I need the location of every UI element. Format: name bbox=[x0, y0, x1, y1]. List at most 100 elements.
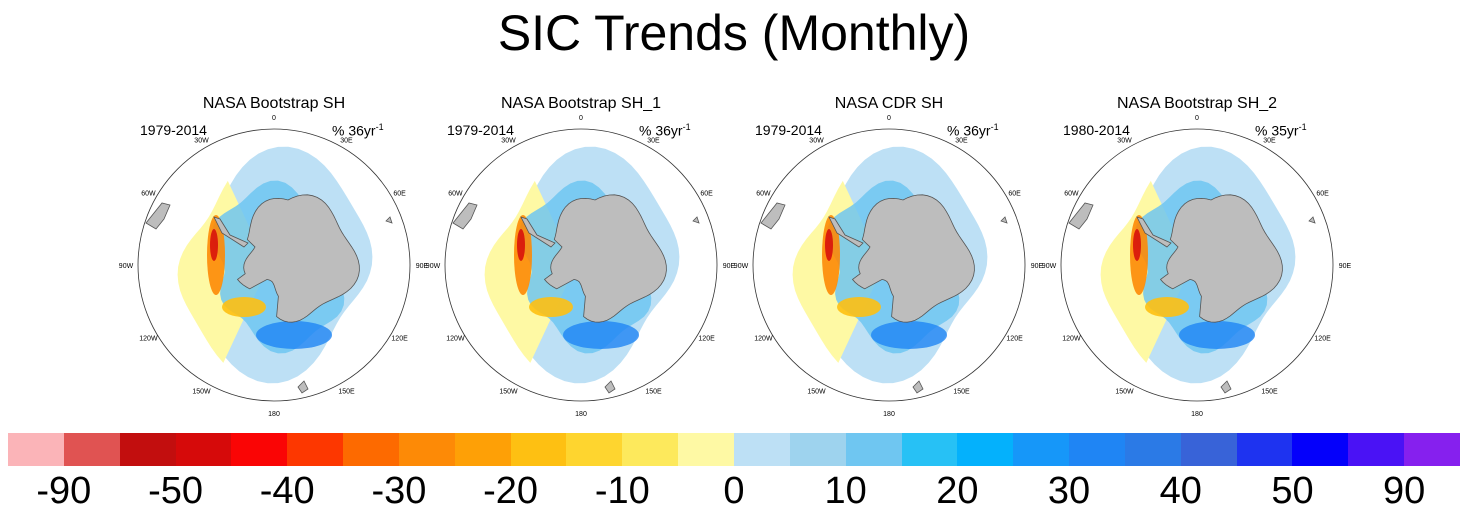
sea-ice-field bbox=[837, 297, 881, 317]
panel-title: NASA CDR SH bbox=[834, 95, 944, 112]
longitude-label: 90W bbox=[734, 263, 749, 270]
longitude-label: 30W bbox=[501, 137, 516, 144]
colorbar-swatch bbox=[119, 433, 176, 466]
longitude-label: 150E bbox=[645, 389, 662, 396]
longitude-label: 90E bbox=[1031, 263, 1044, 270]
colorbar bbox=[8, 433, 1460, 466]
longitude-label: 150W bbox=[192, 389, 211, 396]
colorbar-tick-label: 30 bbox=[1047, 470, 1091, 512]
panel-title: NASA Bootstrap SH_2 bbox=[1116, 95, 1278, 112]
antarctic-peninsula bbox=[520, 216, 556, 248]
sea-ice-field bbox=[210, 229, 218, 261]
longitude-label: 0 bbox=[579, 115, 583, 122]
colorbar-swatch bbox=[1069, 433, 1125, 466]
colorbar-swatch bbox=[1236, 433, 1293, 466]
longitude-label: 60W bbox=[756, 191, 771, 198]
longitude-label: 150E bbox=[953, 389, 970, 396]
panel-units: % 35yr-1 bbox=[1255, 122, 1307, 139]
sea-ice-field bbox=[871, 321, 947, 349]
longitude-label: 120E bbox=[698, 336, 715, 343]
main-title: SIC Trends (Monthly) bbox=[497, 5, 971, 61]
longitude-label: 30W bbox=[1117, 137, 1132, 144]
units-value: 35yr bbox=[1271, 122, 1299, 139]
map-panel: NASA Bootstrap SH_1 1979-2014% 36yr-1 0 30E… bbox=[426, 95, 747, 418]
colorbar-swatch bbox=[1124, 433, 1181, 466]
antarctica-landmass bbox=[851, 194, 975, 323]
panel-units: % 36yr-1 bbox=[332, 122, 384, 139]
island-landmass bbox=[912, 380, 924, 394]
longitude-label: 60E bbox=[1008, 191, 1021, 198]
colorbar-swatch bbox=[231, 433, 288, 466]
units-exponent: -1 bbox=[1298, 122, 1307, 132]
colorbar-swatch bbox=[789, 433, 846, 466]
colorbar-tick-label: -40 bbox=[259, 470, 315, 512]
antarctica-landmass bbox=[236, 194, 360, 323]
longitude-label: 60W bbox=[1064, 191, 1079, 198]
units-exponent: -1 bbox=[682, 122, 691, 132]
longitude-label: 30E bbox=[340, 137, 353, 144]
colorbar-swatch bbox=[1404, 433, 1460, 466]
longitude-label: 180 bbox=[575, 411, 587, 418]
longitude-label: 180 bbox=[883, 411, 895, 418]
colorbar-tick-label: 40 bbox=[1159, 470, 1202, 512]
units-prefix: % bbox=[947, 122, 964, 139]
sea-ice-field bbox=[256, 321, 332, 349]
map-panel: NASA Bootstrap SH_2 1980-2014% 35yr-1 0 30E… bbox=[1042, 95, 1363, 418]
south-america-landmass bbox=[145, 202, 171, 230]
longitude-label: 60E bbox=[700, 191, 713, 198]
panel-period: 1979-2014 bbox=[755, 122, 822, 138]
panel-title: NASA Bootstrap SH bbox=[202, 95, 346, 112]
longitude-label: 150W bbox=[807, 389, 826, 396]
longitude-label: 60W bbox=[141, 191, 156, 198]
colorbar-swatch bbox=[454, 433, 511, 466]
longitude-label: 120E bbox=[1314, 336, 1331, 343]
island-landmass bbox=[604, 380, 616, 394]
colorbar-swatch bbox=[845, 433, 902, 466]
colorbar-swatch bbox=[175, 433, 232, 466]
longitude-label: 150W bbox=[1115, 389, 1134, 396]
colorbar-swatch bbox=[343, 433, 399, 466]
longitude-label: 0 bbox=[1195, 115, 1199, 122]
longitude-label: 150E bbox=[338, 389, 355, 396]
antarctica-landmass bbox=[543, 194, 667, 323]
island-landmass bbox=[1308, 216, 1316, 224]
units-value: 36yr bbox=[963, 122, 991, 139]
sea-ice-field bbox=[1179, 321, 1255, 349]
panel-units: % 36yr-1 bbox=[947, 122, 999, 139]
longitude-label: 90E bbox=[416, 263, 429, 270]
colorbar-tick-label: 10 bbox=[824, 470, 867, 512]
colorbar-swatch bbox=[901, 433, 958, 466]
colorbar-swatch bbox=[398, 433, 455, 466]
colorbar-swatch bbox=[1348, 433, 1405, 466]
map-panel: NASA CDR SH 1979-2014% 36yr-1 0 30E 60E 90E 12… bbox=[734, 95, 1055, 418]
colorbar-tick-label: -20 bbox=[483, 470, 539, 512]
longitude-label: 120E bbox=[1006, 336, 1023, 343]
longitude-label: 30W bbox=[194, 137, 209, 144]
longitude-label: 120E bbox=[391, 336, 408, 343]
units-exponent: -1 bbox=[375, 122, 384, 132]
antarctica-landmass bbox=[1159, 194, 1283, 323]
polar-map: 0 30E 60E 90E 120E 150E 180 150W 120W 90W 60W 30W bbox=[426, 115, 736, 418]
longitude-label: 180 bbox=[1191, 411, 1203, 418]
polar-map: 0 30E 60E 90E 120E 150E 180 150W 120W 90W 60W 30W bbox=[1042, 115, 1352, 418]
colorbar-tick-label: 0 bbox=[723, 470, 745, 512]
colorbar-tick-label: 90 bbox=[1383, 470, 1426, 512]
colorbar-tick-label: -90 bbox=[36, 470, 92, 512]
longitude-label: 150W bbox=[499, 389, 518, 396]
panel-units: % 36yr-1 bbox=[639, 122, 691, 139]
longitude-label: 30E bbox=[1263, 137, 1276, 144]
units-value: 36yr bbox=[348, 122, 376, 139]
colorbar-swatch bbox=[1292, 433, 1349, 466]
antarctic-peninsula bbox=[213, 216, 249, 248]
colorbar-tick-label: 50 bbox=[1271, 470, 1314, 512]
antarctic-peninsula bbox=[1136, 216, 1172, 248]
longitude-label: 120W bbox=[139, 336, 158, 343]
colorbar-labels: -90 -50 -40 -30 -20 -10 0 10 20 30 40 50 90 bbox=[0, 470, 1468, 514]
colorbar-tick-label: 20 bbox=[936, 470, 979, 512]
map-panel: NASA Bootstrap SH 1979-2014% 36yr-1 0 30E 60… bbox=[119, 95, 440, 418]
antarctic-peninsula bbox=[828, 216, 864, 248]
units-prefix: % bbox=[1255, 122, 1272, 139]
longitude-label: 30E bbox=[955, 137, 968, 144]
longitude-label: 0 bbox=[272, 115, 276, 122]
colorbar-swatch bbox=[733, 433, 790, 466]
